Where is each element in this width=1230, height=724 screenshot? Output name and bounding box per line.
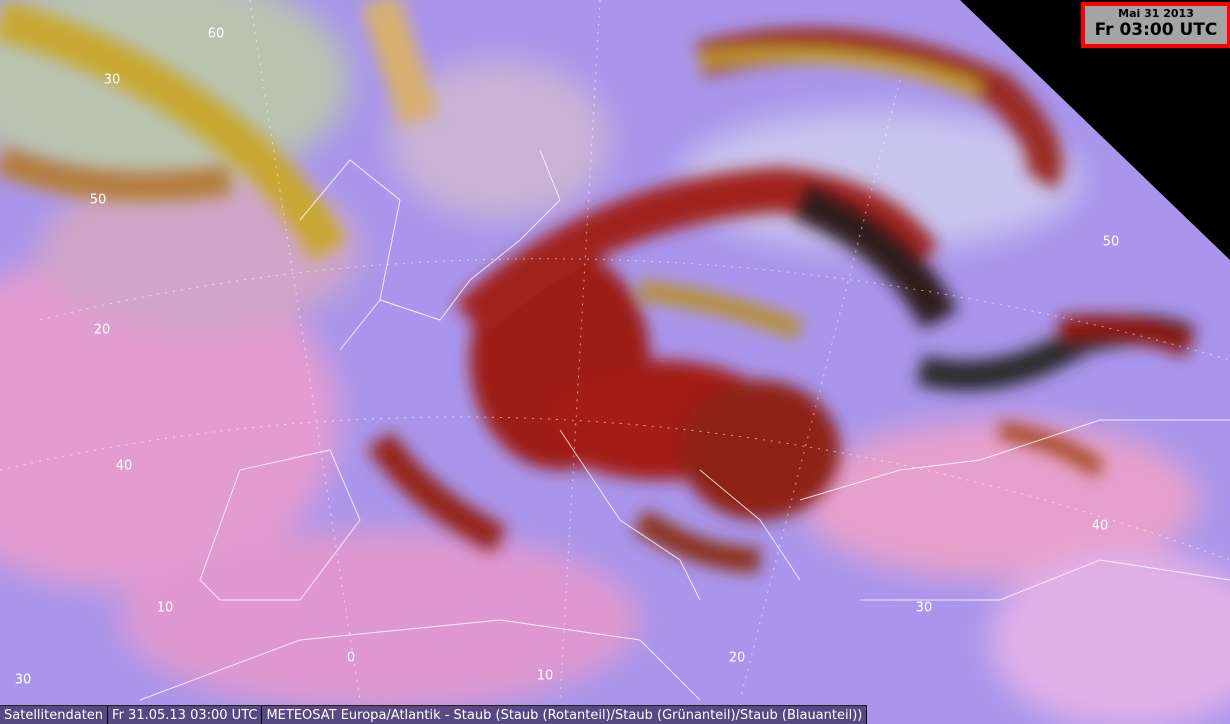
graticule-label: 40 xyxy=(1091,518,1109,534)
coastlines xyxy=(139,149,1230,701)
graticule-label: 30 xyxy=(103,72,121,88)
timestamp-box: Mai 31 2013 Fr 03:00 UTC xyxy=(1081,2,1230,48)
timestamp-date: Mai 31 2013 xyxy=(1118,7,1194,20)
status-source: Satellitendaten xyxy=(0,706,109,724)
graticule-label: 60 xyxy=(207,26,225,42)
graticule-label: 20 xyxy=(728,650,746,666)
status-datetime: Fr 31.05.13 03:00 UTC xyxy=(108,706,263,724)
graticule-label: 50 xyxy=(89,192,107,208)
graticule-label: 40 xyxy=(115,458,133,474)
graticule-label: 10 xyxy=(536,668,554,684)
graticule xyxy=(0,0,1230,701)
graticule-label: 30 xyxy=(915,600,933,616)
cloud-bands xyxy=(0,0,1196,573)
graticule-label: 10 xyxy=(156,600,174,616)
graticule-label: 0 xyxy=(346,650,356,666)
space-region xyxy=(960,0,1230,260)
timestamp-time: Fr 03:00 UTC xyxy=(1094,20,1218,40)
status-bar: Satellitendaten Fr 31.05.13 03:00 UTC ME… xyxy=(0,705,868,724)
status-product: METEOSAT Europa/Atlantik - Staub (Staub … xyxy=(262,706,868,724)
graticule-label: 20 xyxy=(93,322,111,338)
graticule-label: 30 xyxy=(14,672,32,688)
graticule-label: 50 xyxy=(1102,234,1120,250)
